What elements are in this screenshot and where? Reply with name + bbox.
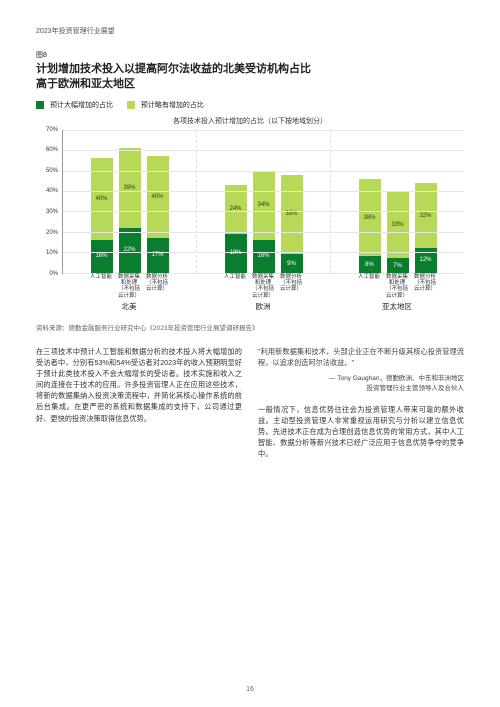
y-tick: 30% (46, 209, 58, 215)
body-columns: 在三项技术中预计人工智能和数据分析的技术投入将大幅增加的受访者中，分别有53%和… (36, 346, 464, 460)
x-region: 人工智能数据采集和处理（不包括云计算）数据分析（不包括云计算）欧洲 (196, 274, 330, 310)
bar-value-a: 7% (387, 263, 409, 269)
y-tick: 60% (46, 147, 58, 153)
chart-region: 38% 8% 33% 7% 32% 12% (330, 130, 464, 273)
chart-title-line2: 高于欧洲和亚太地区 (36, 77, 464, 92)
bar-segment-b: 33% (387, 191, 409, 258)
bar-segment-b: 39% (281, 175, 303, 255)
x-region: 人工智能数据采集和处理（不包括云计算）数据分析（不包括云计算）北美 (62, 274, 196, 310)
bar-value-b: 40% (147, 194, 169, 200)
x-region: 人工智能数据采集和处理（不包括云计算）数据分析（不包括云计算）亚太地区 (330, 274, 464, 310)
bar-value-a: 8% (359, 262, 381, 268)
left-paragraph: 在三项技术中预计人工智能和数据分析的技术投入将大幅增加的受访者中，分别有53%和… (36, 346, 242, 424)
bar-value-a: 12% (415, 257, 437, 263)
bar-segment-a: 9% (281, 254, 303, 272)
bar-value-b: 32% (415, 213, 437, 219)
right-column: "利用新数据集和技术，头部企业正在不断升级其核心投资管理流程，以追求创造阿尔法收… (258, 346, 464, 460)
chart-subtitle: 各项技术投入预计增加的占比（以下按地域划分） (36, 116, 464, 126)
legend-label-b: 预计略有增加的占比 (141, 102, 204, 109)
legend-label-a: 预计大幅增加的占比 (50, 102, 113, 109)
running-head: 2023年投资管理行业展望 (36, 26, 464, 36)
region-name-label: 亚太地区 (330, 301, 464, 312)
grid-line (63, 130, 464, 131)
pull-quote: "利用新数据集和技术，头部企业正在不断升级其核心投资管理流程，以追求创造阿尔法收… (258, 346, 464, 394)
y-tick: 40% (46, 188, 58, 194)
left-column: 在三项技术中预计人工智能和数据分析的技术投入将大幅增加的受访者中，分别有53%和… (36, 346, 242, 460)
chart-legend: 预计大幅增加的占比 预计略有增加的占比 (36, 100, 464, 110)
bar: 40% 16% (91, 130, 113, 273)
grid-line (63, 211, 464, 212)
y-tick: 10% (46, 250, 58, 256)
bar-segment-b: 34% (253, 171, 275, 240)
bar-segment-a: 16% (91, 240, 113, 273)
bar: 39% 9% (281, 130, 303, 273)
legend-item-a: 预计大幅增加的占比 (36, 100, 113, 110)
y-tick: 70% (46, 127, 58, 133)
bar-segment-a: 7% (387, 258, 409, 272)
bar-segment-b: 24% (225, 185, 247, 234)
y-tick: 20% (46, 230, 58, 236)
figure-label: 图8 (36, 50, 464, 60)
region-name-label: 北美 (62, 301, 196, 312)
x-axis-labels: 人工智能数据采集和处理（不包括云计算）数据分析（不包括云计算）北美人工智能数据采… (62, 274, 464, 310)
y-tick: 0% (49, 271, 58, 277)
bar-segment-b: 32% (415, 183, 437, 248)
bar-value-b: 38% (359, 215, 381, 221)
bar-segment-b: 40% (147, 156, 169, 238)
grid-line (63, 252, 464, 253)
bar-value-a: 16% (91, 253, 113, 259)
bar: 39%22% (119, 130, 141, 273)
bar: 32% 12% (415, 130, 437, 273)
chart-title-line1: 计划增加技术投入以提高阿尔法收益的北美受访机构占比 (36, 62, 464, 77)
grid-line (63, 191, 464, 192)
legend-item-b: 预计略有增加的占比 (127, 100, 204, 110)
quote-attr-line2: 投资管理行业主管领导人及合伙人 (258, 384, 464, 394)
bar-segment-b: 39% (119, 148, 141, 228)
bar: 40% 17% (147, 130, 169, 273)
bar-value-a: 16% (253, 253, 275, 259)
bar-value-a: 9% (281, 261, 303, 267)
quote-attribution: — Tony Gaughan，德勤欧洲、中东和非洲地区 投资管理行业主管领导人及… (258, 374, 464, 394)
quote-attr-line1: — Tony Gaughan，德勤欧洲、中东和非洲地区 (258, 374, 464, 384)
y-axis: 0% 10% 20% 30% 40% 50% 60% 70% (36, 130, 62, 274)
bar: 33% 7% (387, 130, 409, 273)
bar-segment-a: 8% (359, 256, 381, 272)
right-paragraph: 一般情况下，信息优势往往会为投资管理人带来可靠的额外收益。主动型投资管理人非常重… (258, 404, 464, 460)
bar: 24% 19% (225, 130, 247, 273)
bar: 38% 8% (359, 130, 381, 273)
stacked-bar-chart: 0%10%20%30%40%50%60%70% 40%16%39%22%40%1… (36, 130, 464, 310)
legend-swatch-a (36, 101, 44, 109)
chart-title: 计划增加技术投入以提高阿尔法收益的北美受访机构占比 高于欧洲和亚太地区 (36, 62, 464, 92)
chart-regions: 40%16%39%22%40%17%24%19%34%16%39%9%38%8%… (63, 130, 464, 273)
grid-line (63, 171, 464, 172)
bar-value-a: 19% (225, 250, 247, 256)
bar-value-b: 33% (387, 222, 409, 228)
bar-segment-a: 19% (225, 234, 247, 273)
y-tick: 50% (46, 168, 58, 174)
legend-swatch-b (127, 101, 135, 109)
bar: 34% 16% (253, 130, 275, 273)
bar-value-b: 40% (91, 196, 113, 202)
chart-region: 24% 19% 34% 16% 39% 9% (196, 130, 330, 273)
chart-region: 40% 16% 39%22% 40% 17% (63, 130, 196, 273)
quote-text: "利用新数据集和技术，头部企业正在不断升级其核心投资管理流程，以追求创造阿尔法收… (258, 346, 464, 368)
chart-source: 资料来源：德勤金融服务行业研究中心《2023年投资管理行业展望调研报告》 (36, 322, 464, 332)
page-number: 16 (0, 686, 500, 693)
bar-segment-a: 17% (147, 238, 169, 273)
grid-line (63, 232, 464, 233)
grid-line (63, 150, 464, 151)
plot-area: 40%16%39%22%40%17%24%19%34%16%39%9%38%8%… (62, 130, 464, 274)
bar-value-b: 34% (253, 202, 275, 208)
bar-segment-a: 16% (253, 240, 275, 273)
bar-segment-a: 22% (119, 228, 141, 273)
region-name-label: 欧洲 (196, 301, 330, 312)
